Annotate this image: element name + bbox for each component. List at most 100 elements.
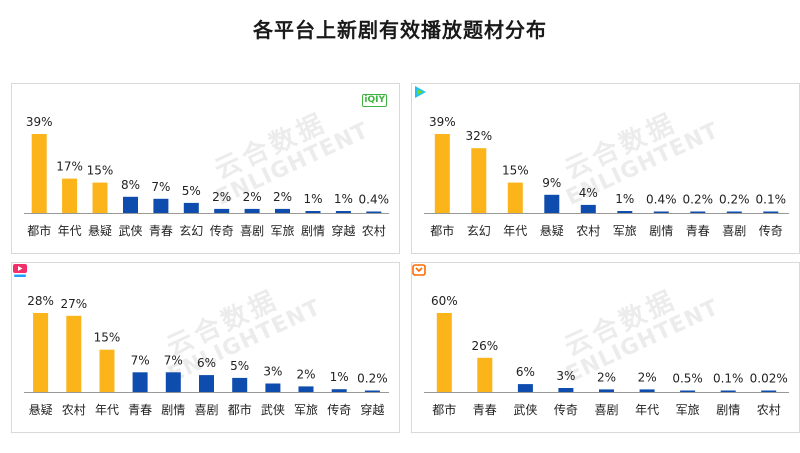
- bar: [763, 211, 779, 213]
- data-label: 0.4%: [359, 193, 390, 207]
- data-label: 39%: [26, 115, 53, 129]
- category-label: 悬疑: [540, 223, 564, 238]
- data-label: 0.2%: [719, 193, 750, 207]
- bar: [298, 386, 314, 392]
- bar: [305, 211, 321, 213]
- category-label: 青春: [128, 403, 152, 417]
- category-label: 悬疑: [29, 402, 53, 417]
- bar: [62, 178, 78, 213]
- data-label: 32%: [465, 129, 492, 143]
- bar: [364, 390, 380, 392]
- category-label: 剧情: [161, 403, 185, 417]
- bar: [165, 372, 181, 393]
- data-label: 26%: [471, 339, 498, 353]
- bar: [265, 383, 281, 392]
- category-label: 年代: [635, 403, 659, 417]
- tencent-video-logo: [415, 86, 426, 98]
- category-label: 年代: [58, 224, 82, 238]
- data-label: 1%: [303, 192, 322, 206]
- data-label: 3%: [263, 365, 282, 379]
- bar: [434, 134, 450, 213]
- bar: [275, 208, 290, 213]
- bar: [132, 372, 148, 393]
- bar: [617, 211, 633, 213]
- category-label: 玄幻: [467, 223, 491, 238]
- bar: [232, 377, 248, 392]
- category-label: 都市: [430, 223, 454, 238]
- bar: [507, 182, 523, 213]
- category-label: 都市: [27, 223, 51, 238]
- data-label: 6%: [197, 356, 216, 370]
- data-label: 9%: [542, 176, 561, 190]
- page-title: 各平台上新剧有效播放题材分布: [253, 18, 547, 42]
- bar: [639, 389, 655, 392]
- data-label: 1%: [330, 370, 349, 384]
- data-label: 17%: [56, 160, 83, 174]
- category-label: 传奇: [759, 223, 783, 238]
- category-label: 传奇: [210, 223, 234, 238]
- bar: [183, 202, 199, 213]
- bar: [31, 134, 47, 213]
- data-label: 1%: [615, 192, 634, 206]
- mango-tv-chart-panel: 云合数据 ENLIGHTENT 60% 都市 26% 青春 6% 武侠 3% 传奇 2% 喜剧 2%…: [411, 262, 800, 433]
- bar: [690, 211, 706, 213]
- data-label: 6%: [516, 365, 535, 379]
- bar: [99, 349, 115, 392]
- bar: [680, 390, 696, 392]
- data-label: 8%: [121, 178, 140, 192]
- data-label: 0.02%: [750, 372, 788, 386]
- category-label: 农村: [62, 403, 86, 417]
- data-label: 2%: [296, 367, 315, 381]
- bar-chart: 60% 都市 26% 青春 6% 武侠 3% 传奇 2% 喜剧 2% 年代 0.5% 军旅 0.1% 剧情 0.…: [424, 294, 789, 417]
- bar: [331, 389, 347, 392]
- bar: [366, 211, 382, 213]
- bar: [517, 384, 533, 392]
- data-label: 4%: [579, 186, 598, 200]
- category-label: 武侠: [513, 403, 537, 417]
- iqiyi-chart-panel: 云合数据 ENLIGHTENT iQIY 39% 都市 17% 年代 15% 悬疑 8% 武侠…: [11, 83, 400, 254]
- data-label: 7%: [151, 180, 170, 194]
- bar: [92, 182, 108, 213]
- category-label: 传奇: [327, 402, 351, 417]
- data-label: 15%: [502, 164, 529, 178]
- bar: [33, 313, 49, 392]
- category-label: 农村: [757, 403, 781, 417]
- data-label: 5%: [182, 184, 201, 198]
- data-label: 15%: [94, 331, 121, 345]
- data-label: 2%: [597, 370, 616, 384]
- category-label: 年代: [503, 224, 527, 238]
- category-label: 军旅: [613, 224, 637, 238]
- data-label: 39%: [429, 115, 456, 129]
- category-label: 剧情: [301, 224, 325, 238]
- bar: [580, 204, 596, 213]
- category-label: 穿越: [360, 402, 384, 417]
- category-label: 武侠: [118, 224, 142, 238]
- data-label: 0.2%: [357, 372, 388, 386]
- data-label: 0.1%: [756, 193, 787, 207]
- bar: [471, 148, 487, 213]
- category-label: 军旅: [270, 224, 294, 238]
- category-label: 年代: [95, 403, 119, 417]
- bar-chart: 39% 都市 32% 玄幻 15% 年代 9% 悬疑 4% 农村 1% 军旅 0.4% 剧情 0.2% 青春 0…: [424, 115, 789, 238]
- bar: [153, 198, 169, 213]
- data-label: 0.2%: [683, 193, 714, 207]
- bar: [544, 194, 560, 213]
- bar-chart: 39% 都市 17% 年代 15% 悬疑 8% 武侠 7% 青春 5% 玄幻 2% 传奇 2% 喜剧 2% 军旅 1…: [24, 115, 390, 238]
- category-label: 喜剧: [194, 403, 218, 417]
- category-label: 剧情: [649, 224, 673, 238]
- data-label: 7%: [131, 353, 150, 367]
- tencent-video-chart-panel: 云合数据 ENLIGHTENT 39% 都市 32% 玄幻 15% 年代 9% 悬疑 4% 农村 1…: [411, 83, 800, 254]
- data-label: 7%: [164, 353, 183, 367]
- bar: [66, 315, 82, 392]
- category-label: 喜剧: [240, 224, 264, 238]
- bar: [199, 375, 214, 392]
- bar: [653, 211, 669, 213]
- mango-tv-logo: [412, 264, 426, 276]
- category-label: 农村: [576, 224, 600, 238]
- bar: [477, 357, 493, 392]
- bar: [214, 208, 230, 213]
- category-label: 穿越: [331, 223, 355, 238]
- data-label: 2%: [243, 190, 262, 204]
- category-label: 青春: [686, 224, 710, 238]
- bar: [123, 196, 138, 213]
